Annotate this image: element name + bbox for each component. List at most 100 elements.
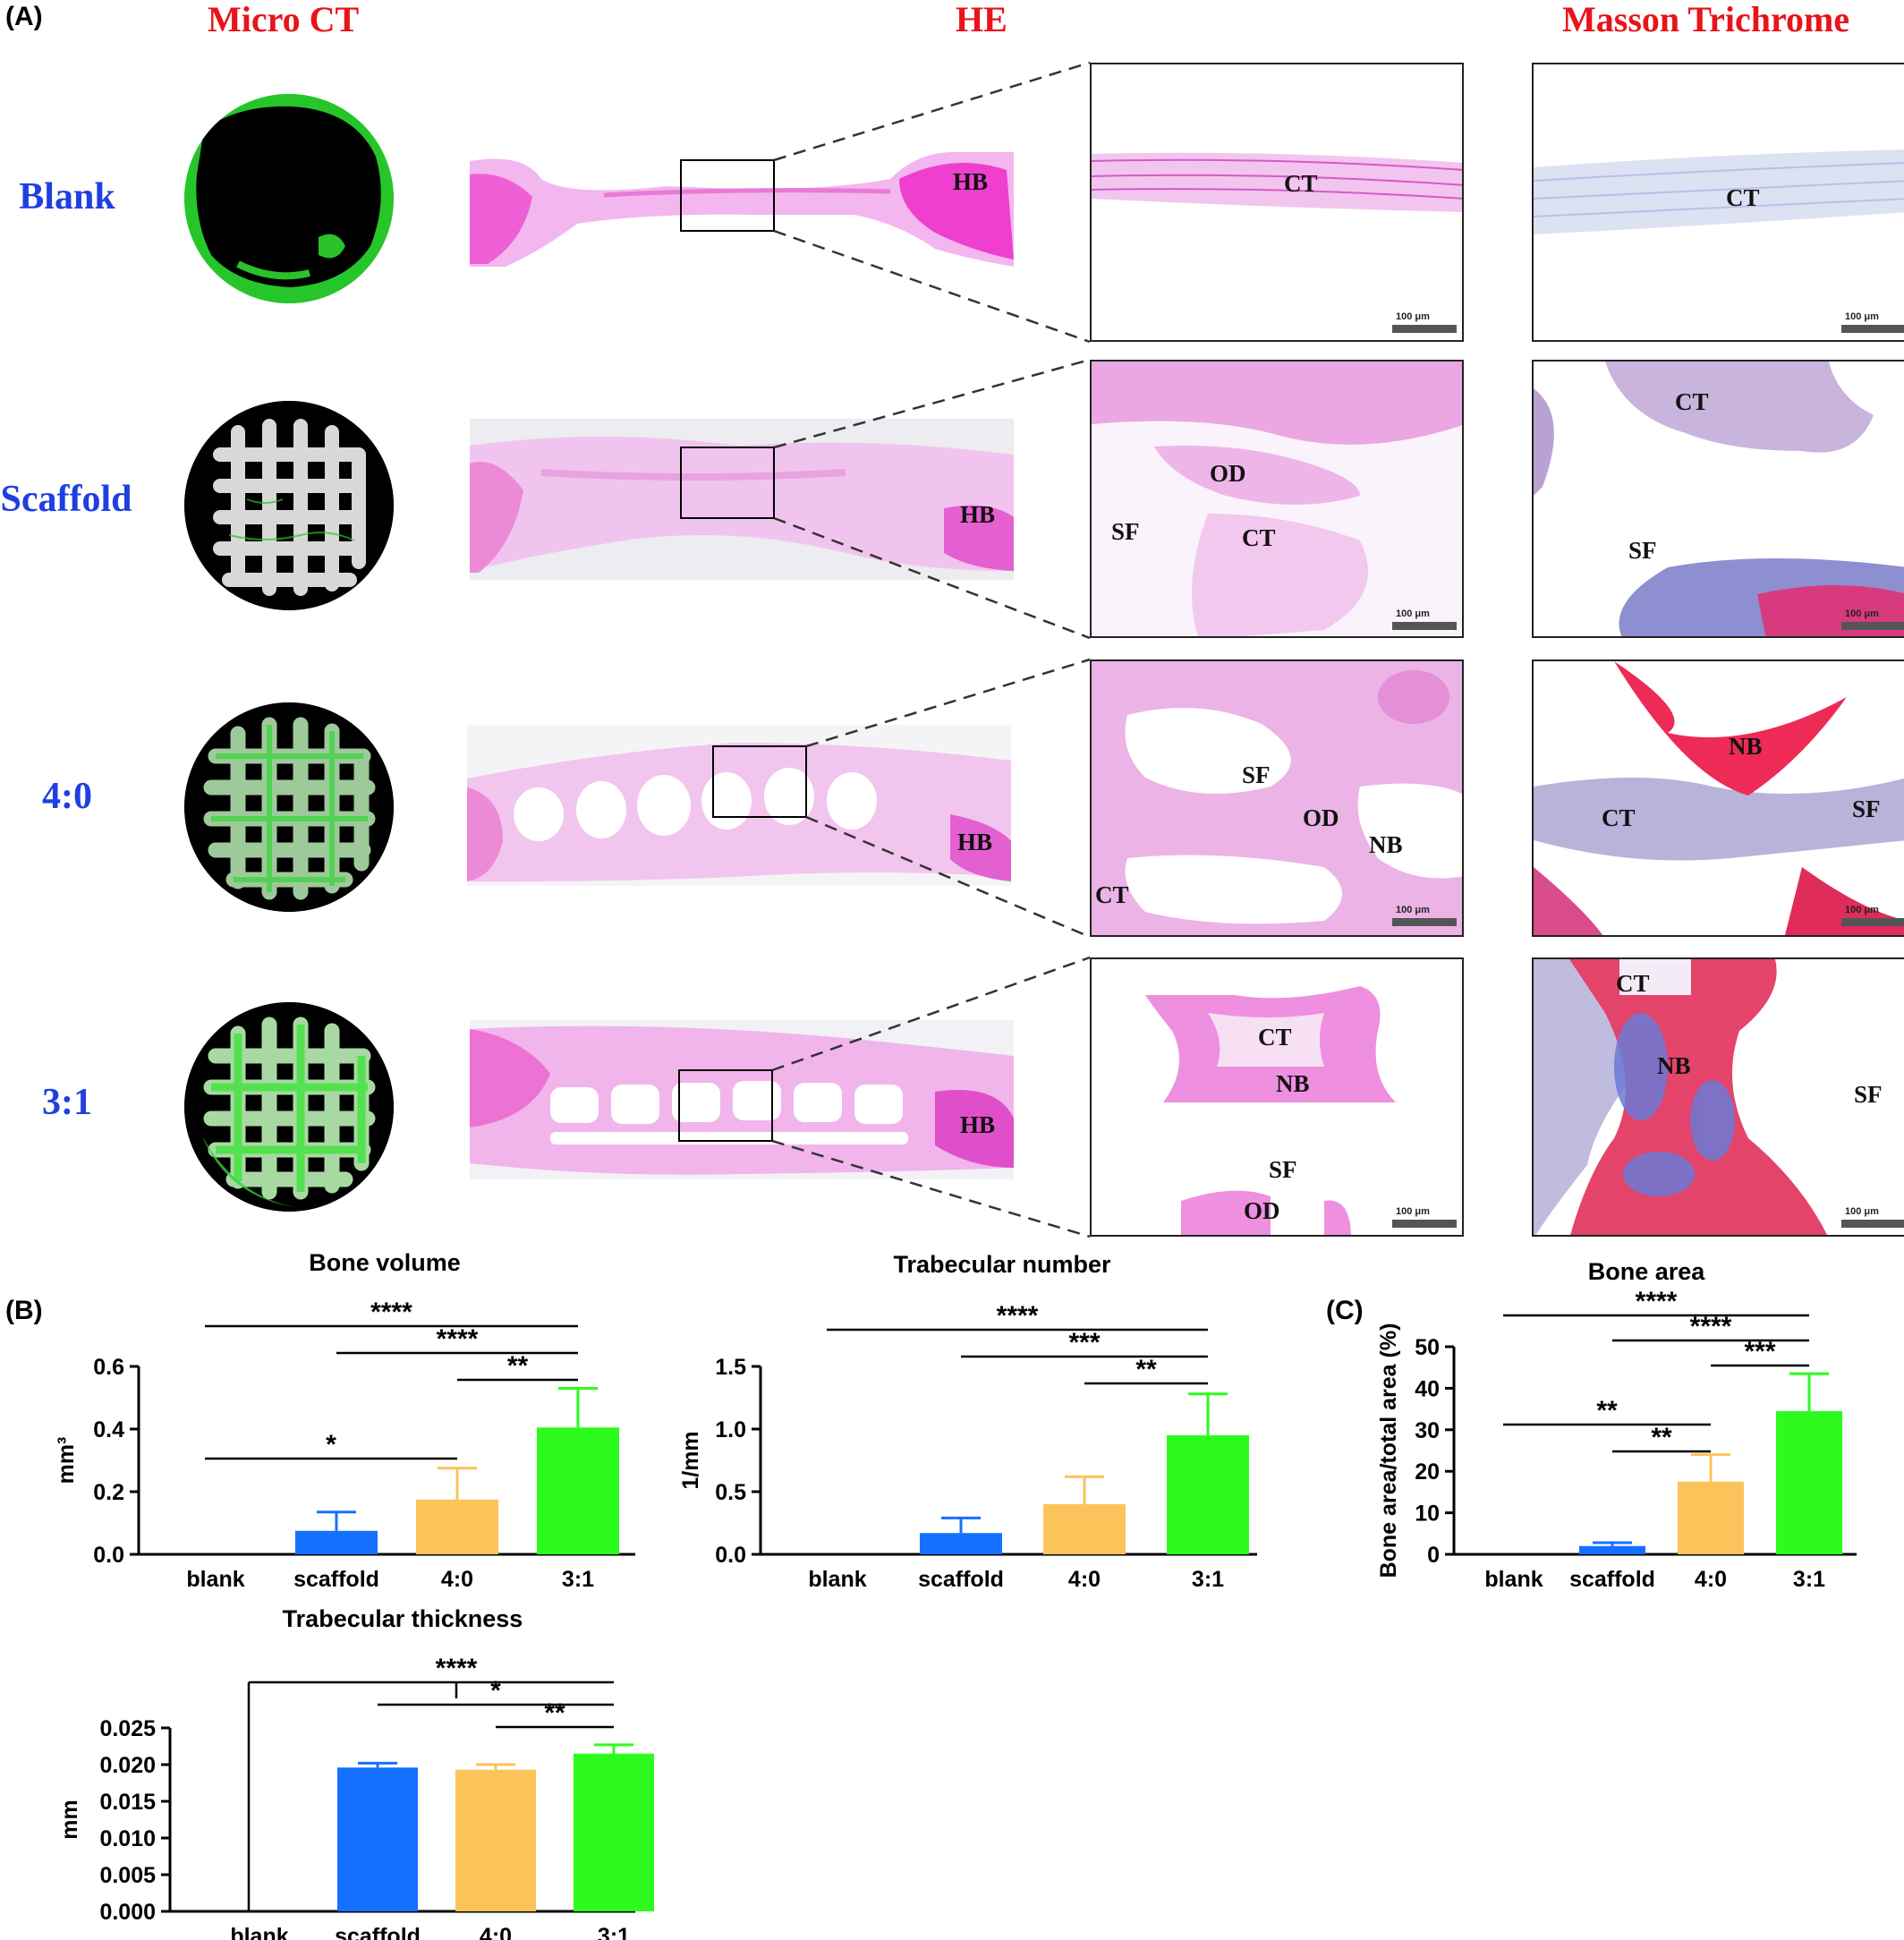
masson-4-0: NB CT SF 100 μm — [1532, 659, 1904, 937]
row-label-3-1: 3:1 — [42, 1082, 92, 1123]
microct-image-4-0 — [184, 702, 394, 912]
scale-bar-label: 100 μm — [1845, 311, 1879, 322]
he-overview-scaffold: HB — [470, 419, 1014, 580]
he-overview-3-1: HB — [470, 1020, 1014, 1179]
connector-4-0-bottom — [805, 815, 1091, 939]
he-zoom-label-sf: SF — [1269, 1156, 1297, 1183]
scale-bar-label: 100 μm — [1396, 1206, 1430, 1217]
x-tick-label: scaffold — [1569, 1567, 1655, 1592]
masson-blank: CT 100 μm — [1532, 63, 1904, 342]
bar-scaffold — [295, 1530, 378, 1554]
y-tick-label: 0.4 — [93, 1417, 124, 1442]
chart-title-trabecular-thickness: Trabecular thickness — [282, 1605, 523, 1632]
x-tick-label: blank — [230, 1924, 288, 1940]
significance-label: **** — [1690, 1312, 1732, 1341]
y-tick-label: 0.0 — [715, 1543, 746, 1568]
y-tick-label: 0.025 — [99, 1716, 156, 1741]
masson-label-ct: CT — [1675, 388, 1709, 415]
y-axis-label: Bone area/total area (%) — [1376, 1323, 1401, 1578]
he-overview-label-hb: HB — [953, 168, 989, 195]
scale-bar — [1841, 918, 1904, 926]
he-zoom-4-0-render — [1092, 661, 1462, 935]
connector-blank-bottom — [773, 229, 1091, 344]
x-tick-label: 4:0 — [441, 1567, 473, 1592]
y-tick-label: 30 — [1415, 1418, 1440, 1443]
zoom-connector-layer — [678, 61, 1091, 1238]
masson-label-sf: SF — [1854, 1081, 1883, 1108]
significance-label: * — [490, 1676, 501, 1706]
he-overview-label-hb: HB — [960, 501, 996, 528]
row-label-blank: Blank — [19, 176, 115, 217]
masson-blank-render — [1534, 149, 1904, 234]
y-tick-label: 0.015 — [99, 1790, 156, 1815]
scale-bar — [1392, 1220, 1457, 1228]
y-tick-label: 0.0 — [93, 1543, 124, 1568]
masson-label-ct: CT — [1602, 804, 1636, 831]
he-zoom-4-0: SF OD NB CT 100 μm — [1090, 659, 1464, 937]
he-overview-4-0-render — [467, 725, 1011, 886]
he-zoom-label-sf: SF — [1111, 518, 1140, 545]
masson-label-ct: CT — [1726, 184, 1760, 211]
he-zoom-3-1: CT NB SF OD 100 μm — [1090, 957, 1464, 1237]
microct-blank-render — [184, 94, 394, 303]
y-tick-label: 0.005 — [99, 1863, 156, 1888]
column-heading-he: HE — [956, 0, 1007, 39]
x-tick-label: 3:1 — [1793, 1567, 1825, 1592]
connector-4-0-top — [805, 658, 1091, 748]
connector-3-1-top — [771, 956, 1091, 1072]
he-zoom-blank-render — [1092, 152, 1462, 212]
y-tick-label: 0.010 — [99, 1826, 156, 1851]
scale-bar — [1841, 622, 1904, 630]
bar-4:0 — [416, 1499, 498, 1554]
column-heading-masson: Masson Trichrome — [1562, 0, 1850, 39]
significance-label: **** — [370, 1298, 412, 1327]
zoom-box-blank — [680, 159, 775, 232]
y-tick-label: 20 — [1415, 1459, 1440, 1485]
y-tick-label: 0.5 — [715, 1480, 746, 1505]
panel-label-c: (C) — [1326, 1296, 1364, 1325]
he-zoom-label-ct: CT — [1258, 1024, 1292, 1051]
y-axis-label: mm³ — [54, 1437, 79, 1485]
bar-4:0 — [1043, 1504, 1126, 1554]
masson-label-sf: SF — [1852, 796, 1881, 822]
scale-bar-label: 100 μm — [1845, 905, 1879, 915]
scale-bar-label: 100 μm — [1396, 608, 1430, 619]
x-tick-label: 4:0 — [1695, 1567, 1727, 1592]
y-tick-label: 50 — [1415, 1335, 1440, 1360]
significance-label: ** — [544, 1698, 565, 1728]
chart-title-bone-area: Bone area — [1587, 1258, 1705, 1285]
he-zoom-label-od: OD — [1210, 460, 1246, 487]
scale-bar-label: 100 μm — [1396, 311, 1430, 322]
significance-label: ** — [1596, 1396, 1618, 1425]
he-overview-3-1-render — [470, 1020, 1014, 1179]
connector-blank-top — [773, 61, 1091, 162]
significance-label: ** — [1135, 1355, 1157, 1384]
y-axis-label: 1/mm — [678, 1431, 703, 1489]
chart-title-trabecular-number: Trabecular number — [893, 1251, 1111, 1278]
column-heading-micro-ct: Micro CT — [208, 0, 360, 39]
connector-3-1-bottom — [771, 1139, 1091, 1238]
x-tick-label: 3:1 — [562, 1567, 594, 1592]
x-tick-label: 3:1 — [1192, 1567, 1224, 1592]
he-overview-scaffold-render — [470, 419, 1014, 580]
he-overview-label-hb: HB — [960, 1111, 996, 1138]
bar-3:1 — [574, 1753, 654, 1911]
he-zoom-label-nb: NB — [1369, 831, 1403, 858]
masson-label-ct: CT — [1616, 970, 1650, 997]
masson-scaffold-render — [1534, 362, 1904, 636]
he-zoom-scaffold: OD SF CT 100 μm — [1090, 360, 1464, 638]
he-zoom-label-sf: SF — [1242, 762, 1271, 788]
x-tick-label: 3:1 — [598, 1924, 630, 1940]
row-label-scaffold: Scaffold — [0, 479, 132, 520]
y-axis-label: mm — [57, 1800, 82, 1839]
connector-scaffold-bottom — [773, 516, 1091, 640]
x-tick-label: blank — [808, 1567, 866, 1592]
scale-bar-label: 100 μm — [1396, 905, 1430, 915]
y-tick-label: 0.020 — [99, 1753, 156, 1778]
microct-scaffold-render — [184, 401, 394, 610]
significance-label: * — [326, 1430, 336, 1459]
zoom-box-4-0 — [712, 745, 807, 818]
